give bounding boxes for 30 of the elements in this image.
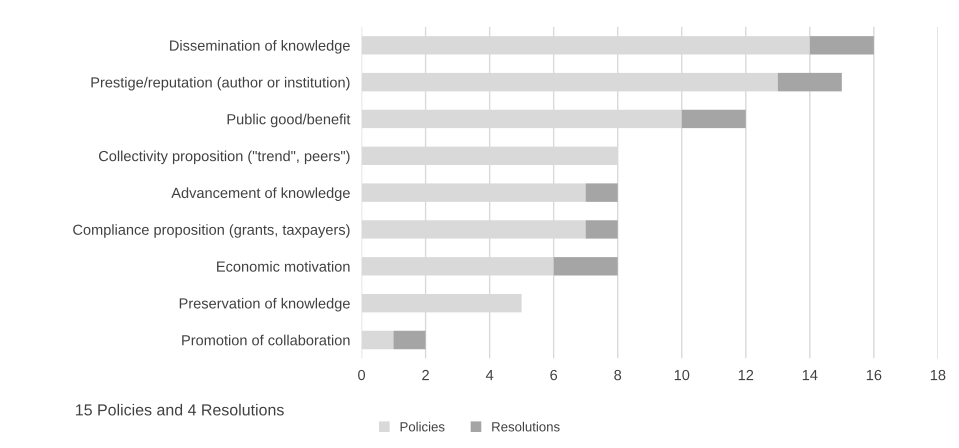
bar bbox=[586, 220, 618, 239]
x-tick-label: 6 bbox=[550, 370, 558, 380]
x-tick-label: 14 bbox=[802, 370, 818, 380]
bar bbox=[554, 257, 618, 276]
y-tick-label: Preservation of knowledge bbox=[180, 298, 350, 312]
y-tick-label: Promotion of collaboration bbox=[182, 334, 350, 346]
y-tick-label: Collectivity proposition ("trend", peers") bbox=[98, 150, 350, 164]
y-tick-label: Compliance proposition (grants, taxpayers) bbox=[73, 224, 350, 238]
x-tick-label: 10 bbox=[674, 370, 690, 380]
y-tick-label: Advancement of knowledge bbox=[171, 187, 350, 201]
x-tick-label: 8 bbox=[614, 370, 622, 380]
legend-label: Policies bbox=[400, 422, 445, 432]
x-tick-label: 16 bbox=[866, 370, 882, 380]
y-tick-label: Dissemination of knowledge bbox=[170, 40, 350, 54]
bar bbox=[586, 183, 618, 202]
bar bbox=[394, 330, 426, 350]
x-tick-label: 2 bbox=[422, 370, 429, 380]
y-tick-label: Economic motivation bbox=[217, 261, 350, 272]
x-tick-label: 18 bbox=[930, 370, 946, 380]
y-tick-label: Public good/benefit bbox=[228, 114, 350, 128]
text: 15 Policies and 4 Resolutions bbox=[76, 404, 284, 416]
bar bbox=[682, 110, 746, 128]
x-tick-label: 4 bbox=[486, 370, 494, 380]
bar bbox=[810, 36, 874, 55]
legend-label: Resolutions bbox=[492, 422, 560, 432]
y-tick-label: Prestige/reputation (author or institution) bbox=[91, 76, 350, 90]
x-tick-label: 12 bbox=[738, 370, 754, 380]
bar bbox=[778, 72, 842, 92]
x-tick-label: 0 bbox=[358, 370, 366, 380]
bar bbox=[362, 330, 394, 350]
